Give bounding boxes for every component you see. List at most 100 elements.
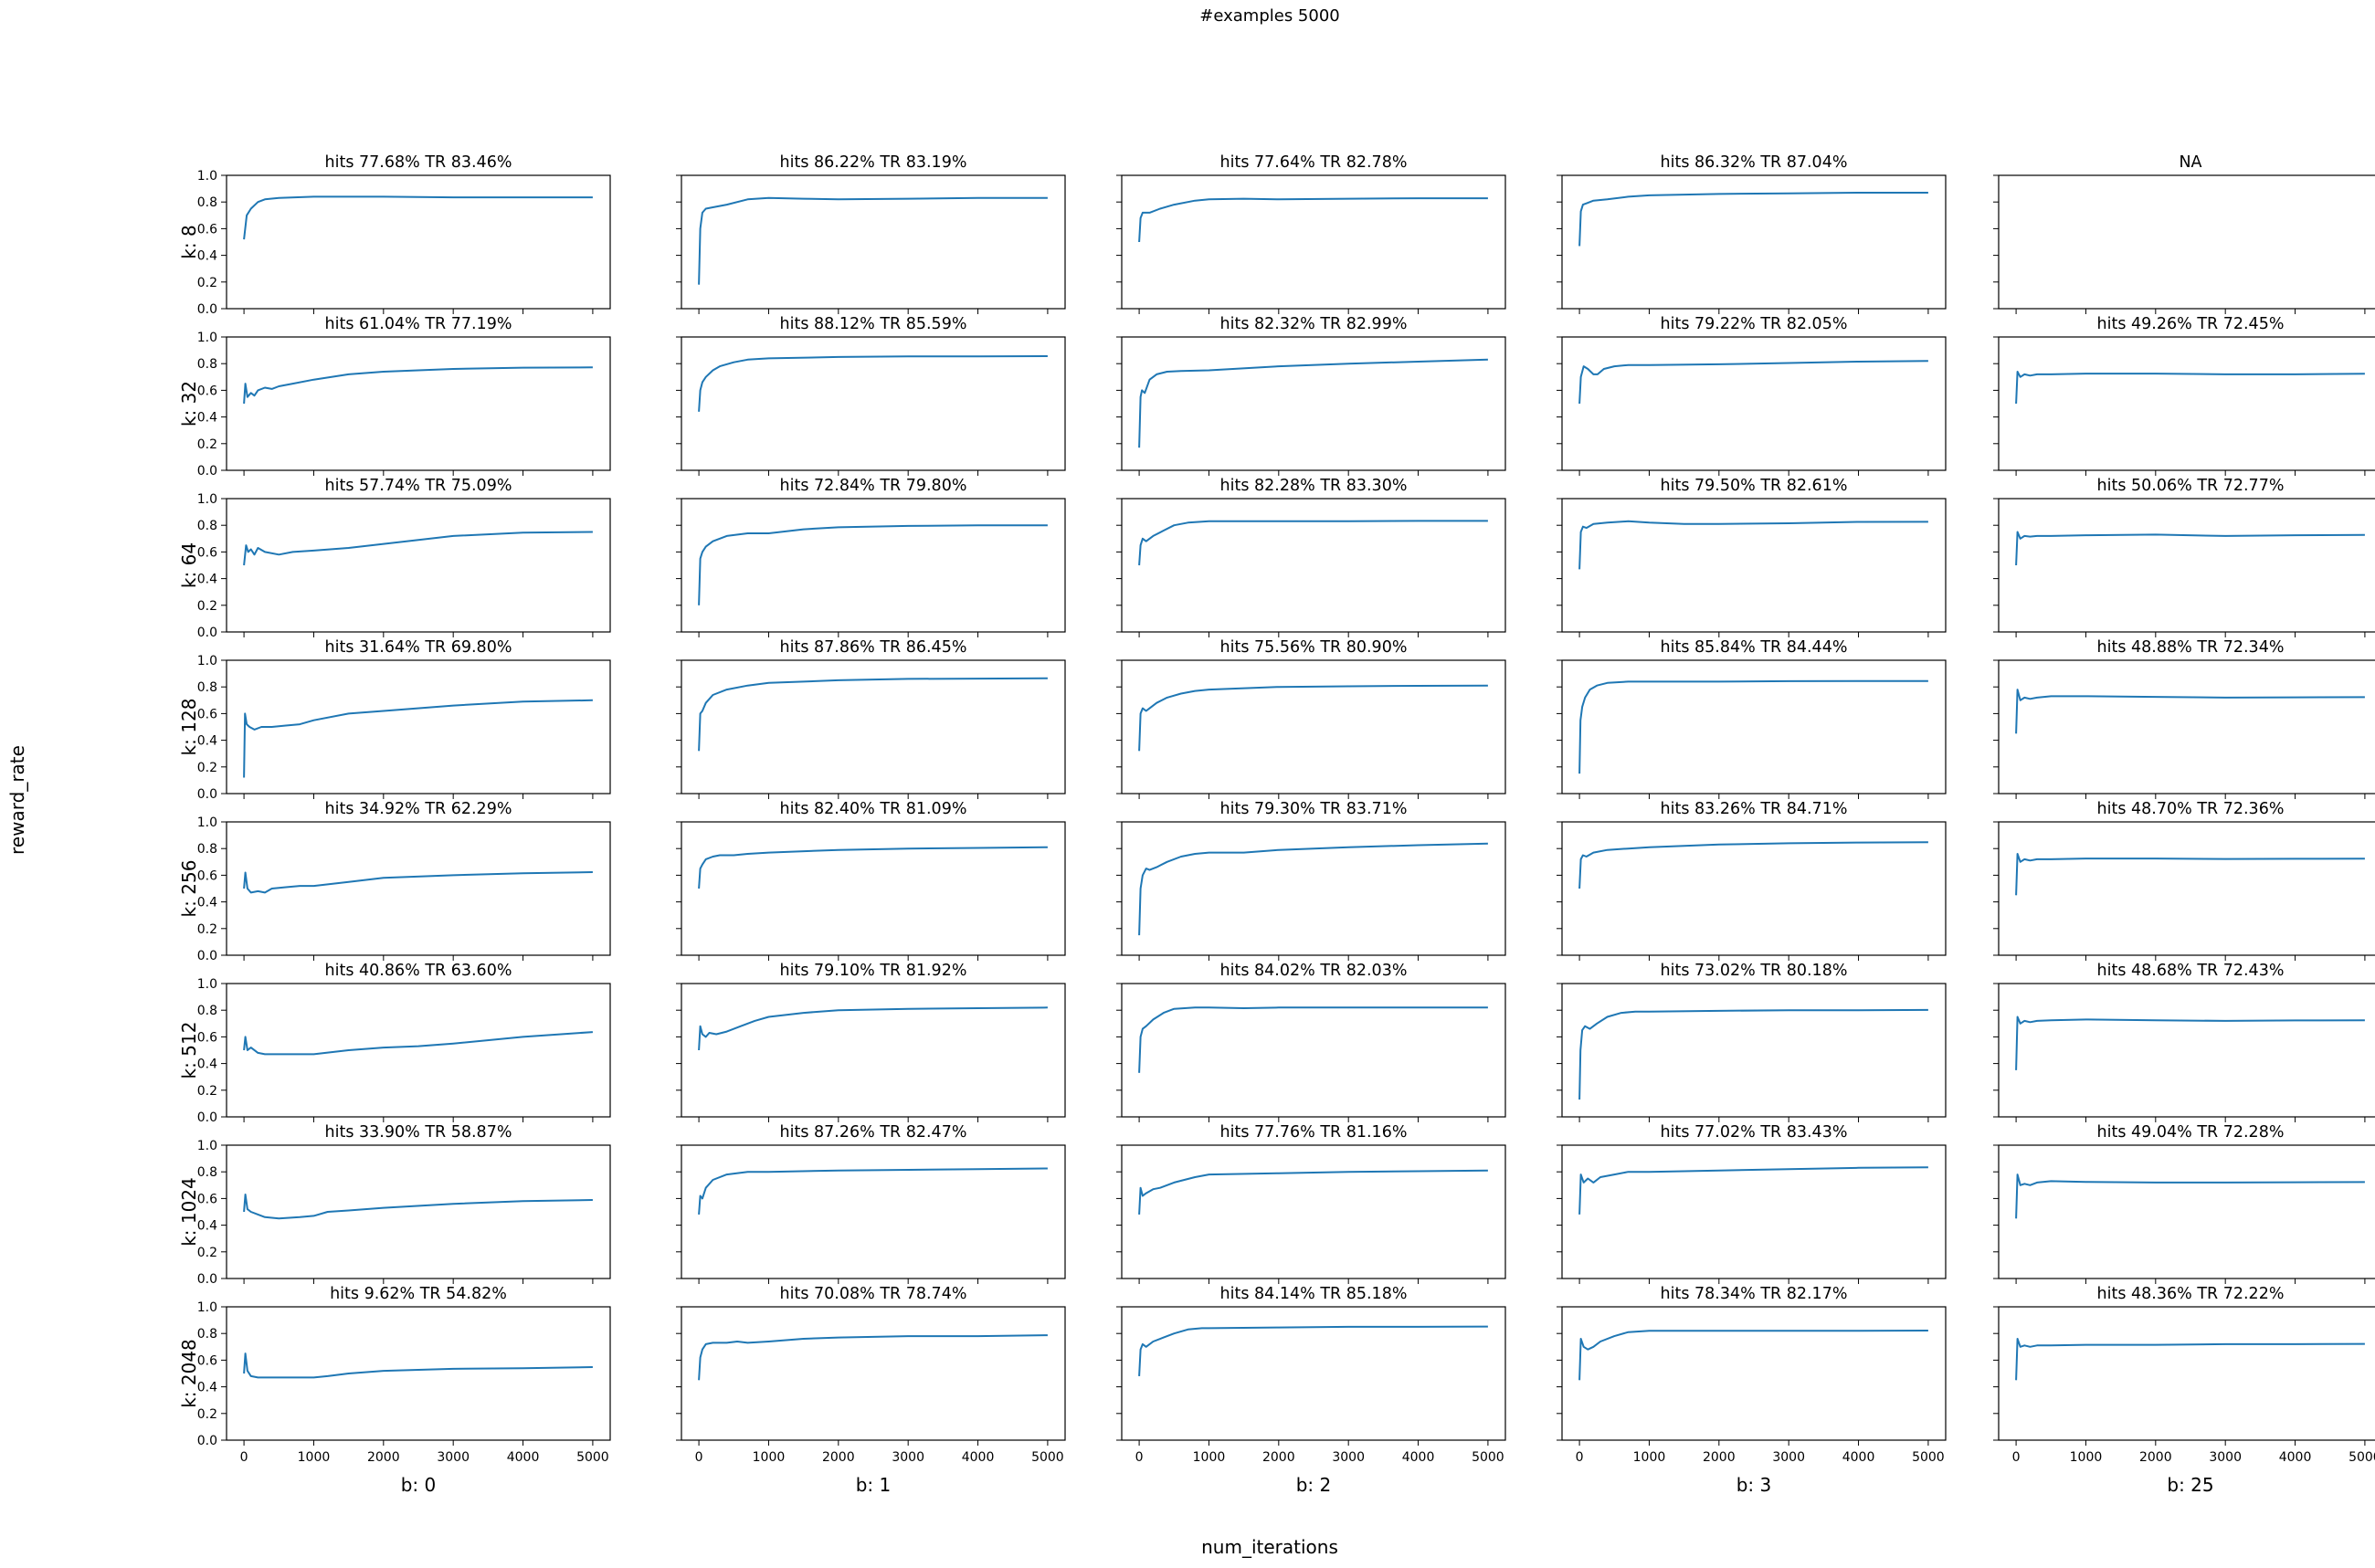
x-tick-label: 2000 (367, 1450, 400, 1465)
series-line (698, 524, 1048, 605)
series-line (243, 195, 593, 240)
axes-frame (1998, 983, 2375, 1118)
x-tick-label: 0 (2012, 1450, 2021, 1465)
axes-frame (1121, 983, 1506, 1118)
x-tick-label: 3000 (2209, 1450, 2242, 1465)
column-label: b: 0 (401, 1474, 437, 1496)
subplot: hits 49.04% TR 72.28% (1993, 1123, 2375, 1284)
subplot-title: hits 82.28% TR 83.30% (1220, 477, 1408, 495)
subplot-title: hits 79.10% TR 81.92% (780, 962, 967, 980)
y-tick-label: 0.2 (197, 599, 217, 614)
subplot-title: hits 83.26% TR 84.71% (1661, 800, 1848, 818)
y-tick-label: 0.4 (197, 734, 217, 749)
series-line (2015, 531, 2365, 566)
y-tick-label: 0.2 (197, 1246, 217, 1260)
x-tick-label: 2000 (1262, 1450, 1295, 1465)
x-tick-label: 1000 (298, 1450, 331, 1465)
x-tick-label: 2000 (2139, 1450, 2172, 1465)
x-tick-label: 4000 (1402, 1450, 1435, 1465)
row-label: k: 64 (178, 542, 200, 588)
subplot: hits 78.34% TR 82.17% 0 1000 2000 3000 4000 50… (1557, 1285, 1947, 1496)
series-line (1138, 197, 1488, 243)
column-label: b: 25 (2167, 1474, 2213, 1496)
series-line (2015, 1338, 2365, 1381)
y-tick-label: 0.0 (197, 1434, 217, 1448)
subplot-title: hits 34.92% TR 62.29% (325, 800, 512, 818)
x-tick-label: 2000 (1703, 1450, 1736, 1465)
axes-frame (681, 1306, 1066, 1441)
axes-frame (1561, 174, 1947, 310)
subplot: hits 82.28% TR 83.30% (1116, 477, 1506, 637)
y-tick-label: 0.4 (197, 249, 217, 264)
axes-frame (1998, 1144, 2375, 1279)
axes-frame (1561, 821, 1947, 956)
subplot: hits 77.02% TR 83.43% (1557, 1123, 1947, 1284)
x-tick-label: 4000 (2279, 1450, 2312, 1465)
axes-frame (1121, 174, 1506, 310)
subplot-title: hits 50.06% TR 72.77% (2097, 477, 2285, 495)
subplot: hits 48.68% TR 72.43% (1993, 962, 2375, 1122)
series-line (1138, 358, 1488, 448)
subplot-title: hits 48.36% TR 72.22% (2097, 1285, 2285, 1303)
subplot: hits 49.26% TR 72.45% (1993, 315, 2375, 476)
series-line (1138, 1169, 1488, 1215)
y-tick-label: 0.8 (197, 842, 217, 857)
y-tick-label: 0.0 (197, 1272, 217, 1287)
axes-frame (226, 1306, 611, 1441)
axes-frame (681, 1144, 1066, 1279)
subplot: hits 77.68% TR 83.46% 0.0 0.2 0.4 0.6 0.8 1.0 k… (178, 153, 611, 317)
x-tick-label: 5000 (2349, 1450, 2375, 1465)
y-tick-label: 0.6 (197, 1030, 217, 1045)
x-tick-label: 3000 (1332, 1450, 1365, 1465)
series-line (2015, 853, 2365, 896)
series-line (1138, 520, 1488, 566)
subplot: hits 57.74% TR 75.09% 0.0 0.2 0.4 0.6 0.8 1.0 k… (178, 477, 611, 640)
subplot: hits 34.92% TR 62.29% 0.0 0.2 0.4 0.6 0.8 1.0 k… (178, 800, 611, 963)
y-tick-label: 0.0 (197, 302, 217, 317)
supylabel: reward_rate (6, 745, 28, 855)
y-tick-label: 0.8 (197, 1165, 217, 1180)
y-tick-label: 1.0 (197, 169, 217, 184)
axes-frame (1561, 659, 1947, 795)
axes-frame (1121, 498, 1506, 633)
x-tick-label: 3000 (1772, 1450, 1805, 1465)
subplot: hits 83.26% TR 84.71% (1557, 800, 1947, 961)
y-tick-label: 0.8 (197, 1327, 217, 1342)
subplot: hits 48.70% TR 72.36% (1993, 800, 2375, 961)
subplot-title: hits 84.14% TR 85.18% (1220, 1285, 1408, 1303)
subplot-title: hits 9.62% TR 54.82% (330, 1285, 507, 1303)
subplot-title: hits 79.50% TR 82.61% (1661, 477, 1848, 495)
subplot-title: hits 82.32% TR 82.99% (1220, 315, 1408, 333)
x-tick-label: 0 (1135, 1450, 1144, 1465)
subplot-title: hits 87.26% TR 82.47% (780, 1123, 967, 1142)
row-label: k: 32 (178, 381, 200, 426)
axes-frame (1121, 821, 1506, 956)
x-tick-label: 2000 (822, 1450, 855, 1465)
y-tick-label: 0.6 (197, 868, 217, 883)
subplot-title: hits 77.76% TR 81.16% (1220, 1123, 1408, 1142)
series-line (698, 1334, 1048, 1381)
y-tick-label: 1.0 (197, 977, 217, 992)
row-label: k: 512 (178, 1022, 200, 1079)
subplot-title: hits 33.90% TR 58.87% (325, 1123, 512, 1142)
axes-frame (1998, 821, 2375, 956)
series-line (698, 196, 1048, 285)
axes-frame (1998, 659, 2375, 795)
axes-frame (226, 174, 611, 310)
subplot-title: hits 88.12% TR 85.59% (780, 315, 967, 333)
x-tick-label: 0 (1576, 1450, 1584, 1465)
y-tick-label: 1.0 (197, 1139, 217, 1153)
row-label: k: 1024 (178, 1177, 200, 1247)
subplot: hits 82.32% TR 82.99% (1116, 315, 1506, 476)
subplot: hits 88.12% TR 85.59% (676, 315, 1066, 476)
axes-frame (681, 659, 1066, 795)
y-tick-label: 1.0 (197, 1300, 217, 1315)
subplot-title: hits 82.40% TR 81.09% (780, 800, 967, 818)
subplot: hits 84.14% TR 85.18% 0 1000 2000 3000 4000 50… (1116, 1285, 1506, 1496)
x-tick-label: 3000 (437, 1450, 470, 1465)
subplot-title: hits 86.22% TR 83.19% (780, 153, 967, 172)
subplot: hits 50.06% TR 72.77% (1993, 477, 2375, 637)
x-tick-label: 4000 (962, 1450, 995, 1465)
subplot-title: hits 31.64% TR 69.80% (325, 638, 512, 657)
column-label: b: 2 (1296, 1474, 1332, 1496)
